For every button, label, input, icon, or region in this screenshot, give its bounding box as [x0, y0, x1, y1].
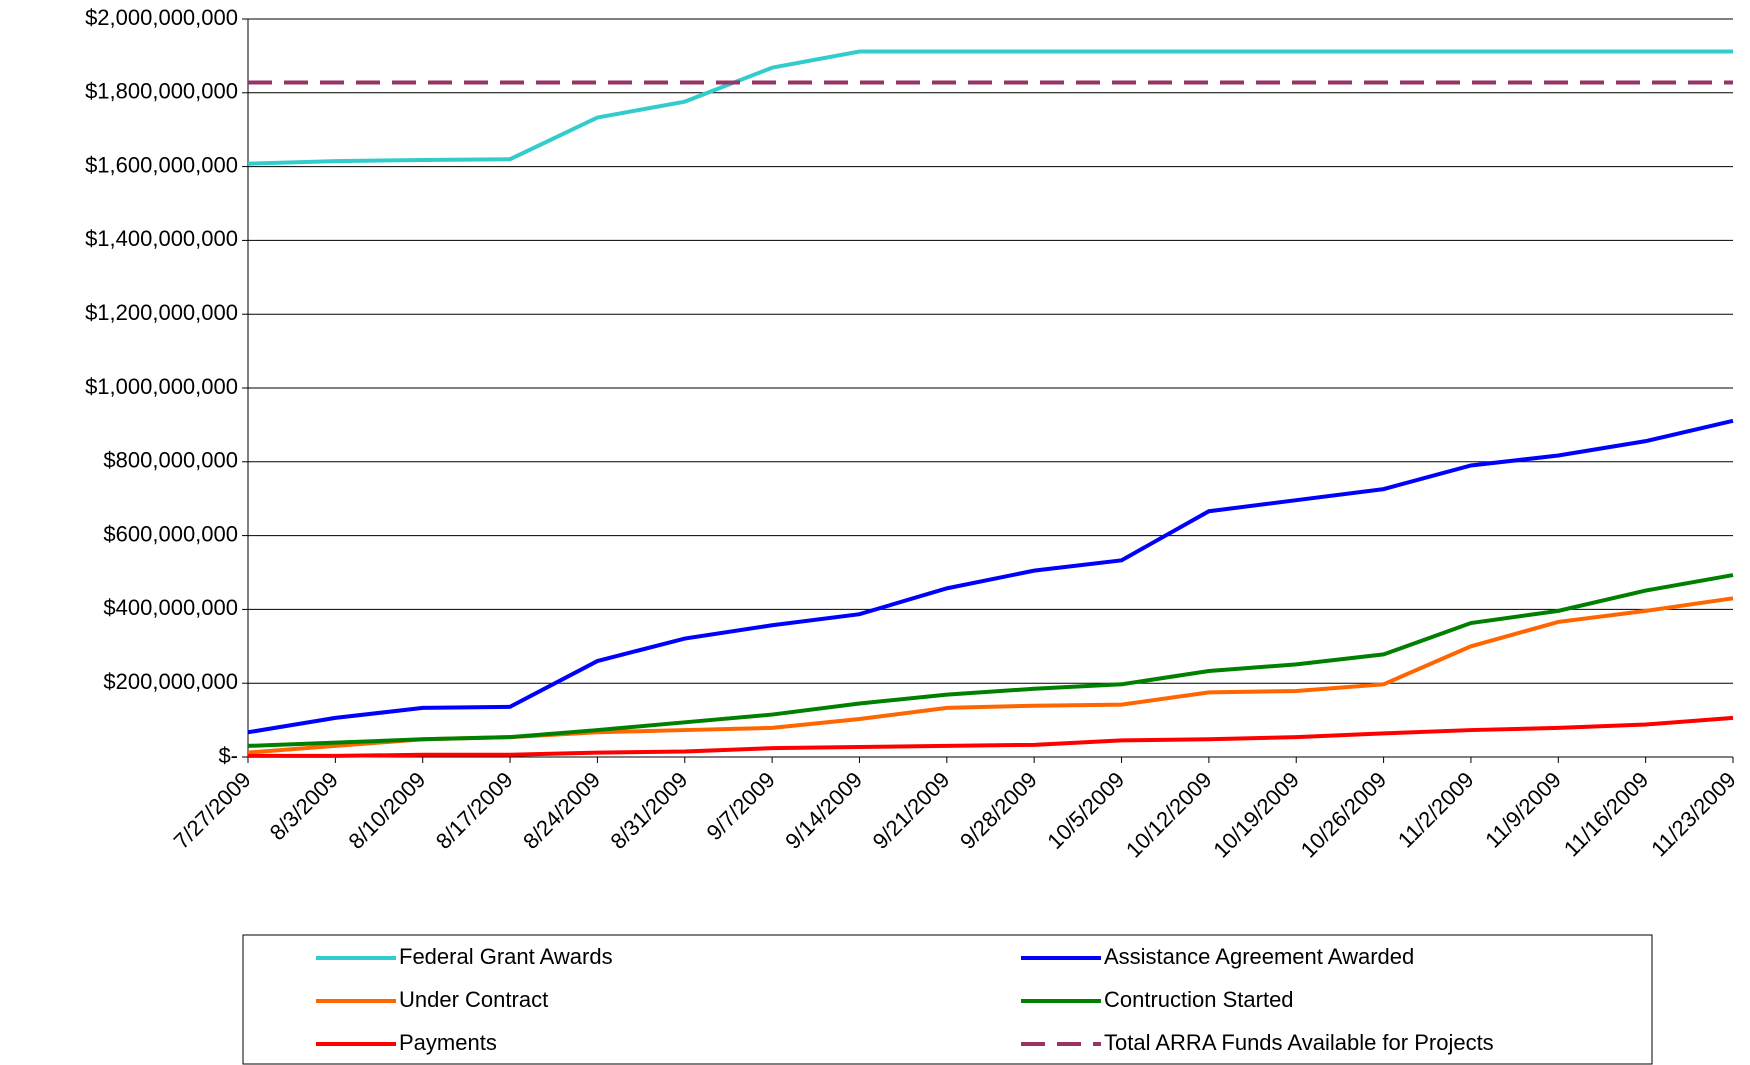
x-tick-label: 10/12/2009 [1121, 767, 1217, 863]
legend-label: Under Contract [399, 987, 548, 1012]
x-tick-label: 10/5/2009 [1042, 767, 1129, 854]
x-tick-label: 8/3/2009 [265, 767, 343, 845]
x-tick-label: 9/14/2009 [780, 767, 867, 854]
x-tick-label: 8/24/2009 [518, 767, 605, 854]
x-tick-label: 10/19/2009 [1208, 767, 1304, 863]
x-tick-label: 9/28/2009 [955, 767, 1042, 854]
x-tick-label: 8/10/2009 [343, 767, 430, 854]
y-tick-label: $1,000,000,000 [85, 374, 238, 399]
legend-label: Total ARRA Funds Available for Projects [1104, 1030, 1494, 1055]
series-line [247, 49, 1733, 166]
x-tick-label: 11/9/2009 [1480, 767, 1566, 853]
x-tick-label: 10/26/2009 [1296, 767, 1392, 863]
legend-box [242, 934, 1653, 1065]
y-tick-label: $200,000,000 [103, 669, 238, 694]
legend-label: Assistance Agreement Awarded [1104, 944, 1414, 969]
y-tick-label: $1,600,000,000 [85, 152, 238, 177]
x-tick-label: 11/16/2009 [1559, 767, 1653, 861]
x-tick-label: 9/21/2009 [868, 767, 955, 854]
series-line [248, 715, 1734, 758]
legend-label: Federal Grant Awards [399, 944, 613, 969]
y-tick-label: $800,000,000 [103, 448, 238, 473]
y-tick-label: $600,000,000 [103, 521, 238, 546]
y-tick-label: $2,000,000,000 [85, 5, 238, 30]
x-tick-label: 7/27/2009 [169, 767, 256, 854]
y-tick-label: $1,800,000,000 [85, 79, 238, 104]
legend-label: Contruction Started [1104, 987, 1294, 1012]
x-tick-label: 8/31/2009 [606, 767, 693, 854]
y-tick-label: $1,400,000,000 [85, 226, 238, 251]
legend-label: Payments [399, 1030, 497, 1055]
x-tick-label: 8/17/2009 [431, 767, 518, 854]
series-line [247, 418, 1734, 735]
x-tick-label: 11/23/2009 [1646, 767, 1740, 861]
x-tick-label: 11/2/2009 [1393, 767, 1479, 853]
y-tick-label: $1,200,000,000 [85, 300, 238, 325]
series-line [247, 573, 1734, 748]
y-tick-label: $400,000,000 [103, 595, 238, 620]
x-tick-label: 9/7/2009 [702, 767, 780, 845]
y-tick-label: $- [218, 743, 238, 768]
